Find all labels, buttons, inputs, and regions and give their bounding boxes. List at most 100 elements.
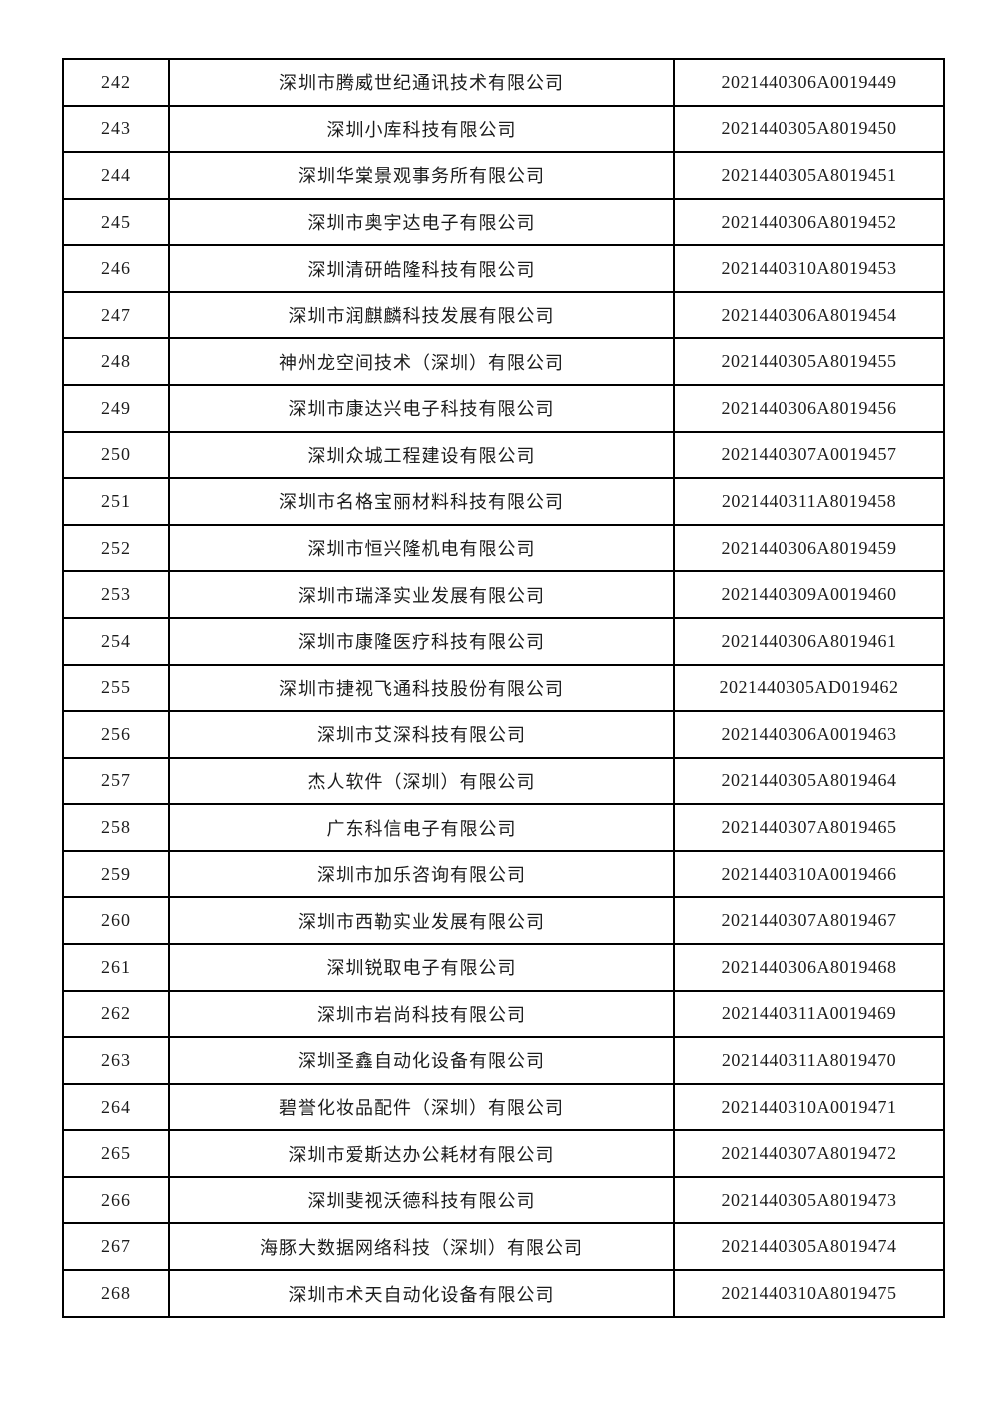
- table-row: 256 深圳市艾深科技有限公司 2021440306A0019463: [62, 710, 945, 759]
- registration-code: 2021440305A8019464: [673, 756, 945, 806]
- registration-code: 2021440306A0019449: [673, 58, 945, 107]
- company-name: 深圳圣鑫自动化设备有限公司: [168, 1036, 675, 1085]
- table-row: 245 深圳市奥宇达电子有限公司 2021440306A8019452: [62, 197, 945, 247]
- row-number: 265: [62, 1129, 170, 1178]
- registration-code: 2021440306A8019468: [673, 942, 945, 992]
- table-row: 257 杰人软件（深圳）有限公司 2021440305A8019464: [62, 756, 945, 806]
- registration-code: 2021440311A0019469: [673, 989, 945, 1039]
- row-number: 247: [62, 290, 170, 340]
- row-number: 264: [62, 1082, 170, 1132]
- row-number: 248: [62, 337, 170, 387]
- table-row: 253 深圳市瑞泽实业发展有限公司 2021440309A0019460: [62, 570, 945, 619]
- table-row: 258 广东科信电子有限公司 2021440307A8019465: [62, 803, 945, 852]
- company-name: 深圳市西勒实业发展有限公司: [168, 896, 675, 945]
- registration-code: 2021440306A8019452: [673, 197, 945, 247]
- row-number: 261: [62, 942, 170, 992]
- registration-code: 2021440310A8019453: [673, 244, 945, 293]
- table-row: 246 深圳清研皓隆科技有限公司 2021440310A8019453: [62, 244, 945, 293]
- registration-code: 2021440307A8019465: [673, 803, 945, 852]
- registration-code: 2021440310A0019471: [673, 1082, 945, 1132]
- table-row: 244 深圳华棠景观事务所有限公司 2021440305A8019451: [62, 151, 945, 200]
- registration-code: 2021440310A0019466: [673, 849, 945, 899]
- company-name: 深圳市瑞泽实业发展有限公司: [168, 570, 675, 619]
- table-row: 266 深圳斐视沃德科技有限公司 2021440305A8019473: [62, 1175, 945, 1225]
- company-name: 深圳市加乐咨询有限公司: [168, 849, 675, 899]
- registration-code: 2021440307A8019467: [673, 896, 945, 945]
- row-number: 266: [62, 1175, 170, 1225]
- registration-code: 2021440306A8019461: [673, 616, 945, 666]
- company-name: 深圳市捷视飞通科技股份有限公司: [168, 663, 675, 713]
- registration-code: 2021440305A8019473: [673, 1175, 945, 1225]
- table-row: 242 深圳市腾威世纪通讯技术有限公司 2021440306A0019449: [62, 58, 945, 107]
- company-name: 深圳众城工程建设有限公司: [168, 430, 675, 480]
- registration-code: 2021440306A8019454: [673, 290, 945, 340]
- registration-code: 2021440305A8019474: [673, 1222, 945, 1272]
- company-name: 深圳市腾威世纪通讯技术有限公司: [168, 58, 675, 107]
- row-number: 257: [62, 756, 170, 806]
- row-number: 258: [62, 803, 170, 852]
- table-row: 251 深圳市名格宝丽材料科技有限公司 2021440311A8019458: [62, 477, 945, 526]
- row-number: 267: [62, 1222, 170, 1272]
- company-name: 深圳小库科技有限公司: [168, 104, 675, 154]
- table-row: 268 深圳市术天自动化设备有限公司 2021440310A8019475: [62, 1269, 945, 1318]
- registration-code: 2021440305A8019450: [673, 104, 945, 154]
- table-row: 255 深圳市捷视飞通科技股份有限公司 2021440305AD019462: [62, 663, 945, 713]
- company-name: 广东科信电子有限公司: [168, 803, 675, 852]
- row-number: 254: [62, 616, 170, 666]
- table-row: 262 深圳市岩尚科技有限公司 2021440311A0019469: [62, 989, 945, 1039]
- row-number: 262: [62, 989, 170, 1039]
- row-number: 268: [62, 1269, 170, 1318]
- table-row: 260 深圳市西勒实业发展有限公司 2021440307A8019467: [62, 896, 945, 945]
- company-name: 深圳斐视沃德科技有限公司: [168, 1175, 675, 1225]
- company-name: 深圳市岩尚科技有限公司: [168, 989, 675, 1039]
- row-number: 244: [62, 151, 170, 200]
- table-row: 263 深圳圣鑫自动化设备有限公司 2021440311A8019470: [62, 1036, 945, 1085]
- registration-code: 2021440307A8019472: [673, 1129, 945, 1178]
- company-name: 深圳市名格宝丽材料科技有限公司: [168, 477, 675, 526]
- row-number: 249: [62, 384, 170, 433]
- table-row: 250 深圳众城工程建设有限公司 2021440307A0019457: [62, 430, 945, 480]
- company-name: 杰人软件（深圳）有限公司: [168, 756, 675, 806]
- row-number: 260: [62, 896, 170, 945]
- company-name: 深圳市爱斯达办公耗材有限公司: [168, 1129, 675, 1178]
- company-name: 海豚大数据网络科技（深圳）有限公司: [168, 1222, 675, 1272]
- company-name: 深圳华棠景观事务所有限公司: [168, 151, 675, 200]
- row-number: 246: [62, 244, 170, 293]
- registration-code: 2021440305AD019462: [673, 663, 945, 713]
- company-name: 深圳市康隆医疗科技有限公司: [168, 616, 675, 666]
- table-row: 248 神州龙空间技术（深圳）有限公司 2021440305A8019455: [62, 337, 945, 387]
- company-name: 碧誉化妆品配件（深圳）有限公司: [168, 1082, 675, 1132]
- company-name: 神州龙空间技术（深圳）有限公司: [168, 337, 675, 387]
- company-name: 深圳市艾深科技有限公司: [168, 710, 675, 759]
- table-row: 247 深圳市润麒麟科技发展有限公司 2021440306A8019454: [62, 290, 945, 340]
- registration-code: 2021440305A8019451: [673, 151, 945, 200]
- row-number: 255: [62, 663, 170, 713]
- table-row: 265 深圳市爱斯达办公耗材有限公司 2021440307A8019472: [62, 1129, 945, 1178]
- row-number: 251: [62, 477, 170, 526]
- company-name: 深圳锐取电子有限公司: [168, 942, 675, 992]
- registration-code: 2021440311A8019458: [673, 477, 945, 526]
- row-number: 242: [62, 58, 170, 107]
- company-name: 深圳市康达兴电子科技有限公司: [168, 384, 675, 433]
- registration-code: 2021440311A8019470: [673, 1036, 945, 1085]
- row-number: 256: [62, 710, 170, 759]
- registration-code: 2021440306A8019456: [673, 384, 945, 433]
- row-number: 243: [62, 104, 170, 154]
- table-row: 259 深圳市加乐咨询有限公司 2021440310A0019466: [62, 849, 945, 899]
- row-number: 263: [62, 1036, 170, 1085]
- table-row: 261 深圳锐取电子有限公司 2021440306A8019468: [62, 942, 945, 992]
- table-row: 267 海豚大数据网络科技（深圳）有限公司 2021440305A8019474: [62, 1222, 945, 1272]
- table-row: 254 深圳市康隆医疗科技有限公司 2021440306A8019461: [62, 616, 945, 666]
- company-name: 深圳市恒兴隆机电有限公司: [168, 523, 675, 573]
- row-number: 253: [62, 570, 170, 619]
- registration-code: 2021440307A0019457: [673, 430, 945, 480]
- row-number: 259: [62, 849, 170, 899]
- company-name: 深圳市术天自动化设备有限公司: [168, 1269, 675, 1318]
- company-name: 深圳市润麒麟科技发展有限公司: [168, 290, 675, 340]
- table-row: 264 碧誉化妆品配件（深圳）有限公司 2021440310A0019471: [62, 1082, 945, 1132]
- company-registration-table: 242 深圳市腾威世纪通讯技术有限公司 2021440306A0019449 243 深…: [62, 58, 945, 1318]
- registration-code: 2021440305A8019455: [673, 337, 945, 387]
- table-row: 252 深圳市恒兴隆机电有限公司 2021440306A8019459: [62, 523, 945, 573]
- table-row: 249 深圳市康达兴电子科技有限公司 2021440306A8019456: [62, 384, 945, 433]
